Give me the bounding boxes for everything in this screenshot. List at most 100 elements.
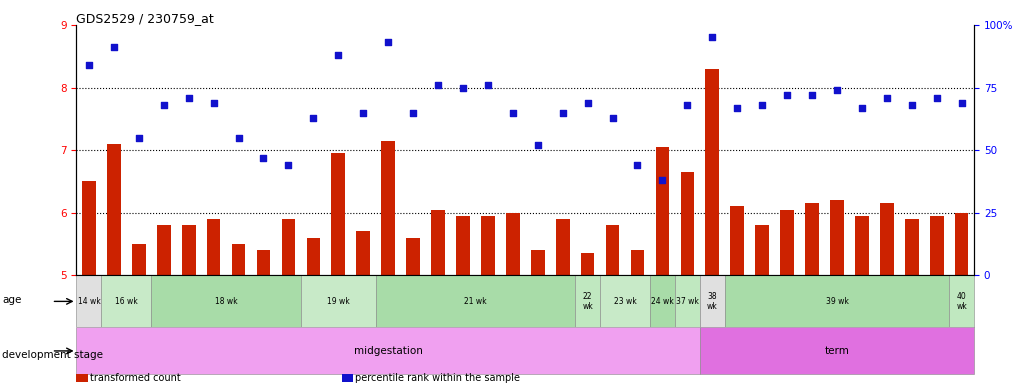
Bar — [505, 213, 520, 275]
Bar — [649, 275, 675, 328]
Point — [853, 104, 869, 111]
Text: GDS2529 / 230759_at: GDS2529 / 230759_at — [76, 12, 214, 25]
Bar — [331, 153, 344, 275]
Text: 14 wk: 14 wk — [77, 297, 100, 306]
Bar — [580, 253, 594, 275]
Text: transformed count: transformed count — [90, 373, 180, 383]
Bar — [699, 328, 973, 374]
Bar — [157, 225, 170, 275]
Point — [130, 134, 147, 141]
Text: 40
wk: 40 wk — [956, 292, 966, 311]
Bar — [705, 69, 718, 275]
Point — [156, 102, 172, 108]
Text: 22
wk: 22 wk — [582, 292, 592, 311]
Text: midgestation: midgestation — [354, 346, 422, 356]
Point — [280, 162, 297, 168]
Point — [255, 155, 271, 161]
Point — [330, 52, 346, 58]
Text: percentile rank within the sample: percentile rank within the sample — [355, 373, 520, 383]
Text: 39 wk: 39 wk — [824, 297, 848, 306]
Bar — [949, 275, 973, 328]
Point — [205, 99, 221, 106]
Point — [106, 45, 122, 51]
Point — [729, 104, 745, 111]
Bar — [107, 144, 120, 275]
Point — [779, 92, 795, 98]
Bar — [730, 207, 744, 275]
Bar — [301, 275, 375, 328]
Bar — [281, 219, 296, 275]
Text: 38
wk: 38 wk — [706, 292, 717, 311]
Text: 21 wk: 21 wk — [464, 297, 486, 306]
Point — [753, 102, 769, 108]
Point — [180, 94, 197, 101]
Bar — [575, 275, 599, 328]
Point — [554, 109, 571, 116]
Point — [679, 102, 695, 108]
Text: 18 wk: 18 wk — [215, 297, 237, 306]
Bar — [854, 216, 868, 275]
Point — [405, 109, 421, 116]
Bar — [131, 244, 146, 275]
Point — [604, 114, 621, 121]
Bar — [879, 204, 893, 275]
Bar — [904, 219, 918, 275]
Point — [504, 109, 521, 116]
Bar — [630, 250, 644, 275]
Bar — [375, 275, 575, 328]
Bar — [207, 219, 220, 275]
Bar — [181, 225, 196, 275]
Point — [903, 102, 919, 108]
Bar — [231, 244, 246, 275]
Point — [953, 99, 969, 106]
Bar — [531, 250, 544, 275]
Bar — [76, 275, 101, 328]
Point — [579, 99, 595, 106]
Bar — [455, 216, 470, 275]
Bar — [76, 328, 699, 374]
Bar — [555, 219, 569, 275]
Bar — [356, 232, 370, 275]
Bar — [699, 275, 725, 328]
Point — [877, 94, 894, 101]
Bar — [675, 275, 699, 328]
Bar — [82, 181, 96, 275]
Text: 37 wk: 37 wk — [676, 297, 698, 306]
Point — [355, 109, 371, 116]
Text: development stage: development stage — [2, 350, 103, 360]
Point — [653, 177, 669, 183]
Bar — [929, 216, 943, 275]
Bar — [954, 213, 968, 275]
Point — [529, 142, 545, 148]
Bar — [431, 210, 444, 275]
Text: term: term — [823, 346, 849, 356]
Point — [828, 87, 845, 93]
Point — [479, 82, 495, 88]
Bar — [780, 210, 793, 275]
Text: 23 wk: 23 wk — [613, 297, 636, 306]
Point — [230, 134, 247, 141]
Bar — [725, 275, 949, 328]
Text: age: age — [2, 295, 21, 305]
Bar — [151, 275, 301, 328]
Bar — [804, 204, 818, 275]
Point — [803, 92, 819, 98]
Bar — [406, 238, 420, 275]
Bar — [481, 216, 494, 275]
Bar — [829, 200, 843, 275]
Point — [454, 84, 471, 91]
Point — [703, 35, 719, 41]
Point — [429, 82, 445, 88]
Bar — [655, 147, 668, 275]
Bar — [101, 275, 151, 328]
Point — [629, 162, 645, 168]
Bar — [257, 250, 270, 275]
Point — [81, 62, 97, 68]
Bar — [306, 238, 320, 275]
Point — [927, 94, 944, 101]
Bar — [605, 225, 619, 275]
Text: 16 wk: 16 wk — [115, 297, 138, 306]
Text: 24 wk: 24 wk — [650, 297, 674, 306]
Bar — [599, 275, 649, 328]
Bar — [680, 172, 694, 275]
